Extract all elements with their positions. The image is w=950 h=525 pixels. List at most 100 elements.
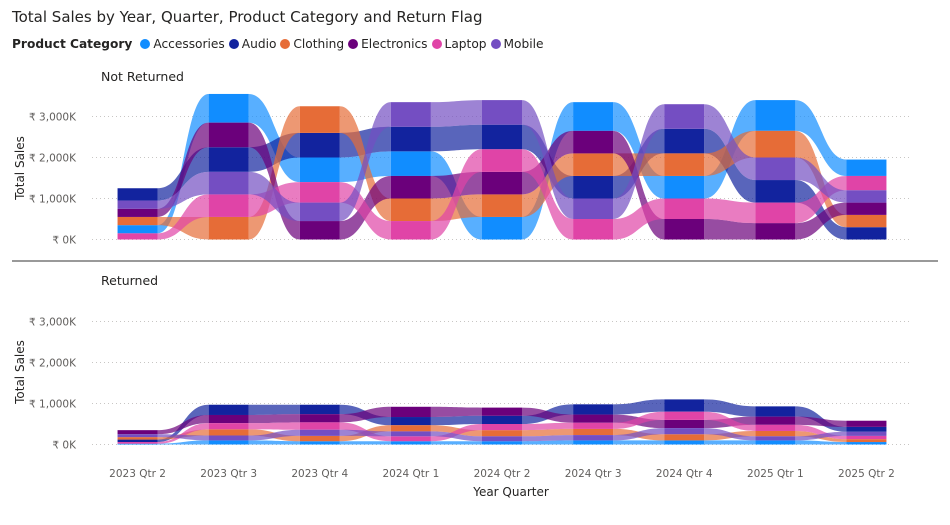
bar-segment-audio[interactable]: [208, 404, 249, 415]
bar-segment-mobile[interactable]: [208, 435, 249, 441]
ribbon-clothing[interactable]: [522, 428, 574, 437]
bar-segment-accessories[interactable]: [664, 440, 705, 445]
bar-segment-accessories[interactable]: [755, 440, 796, 445]
bar-segment-electronics[interactable]: [664, 419, 705, 429]
ribbon-audio[interactable]: [430, 415, 482, 426]
bar-segment-accessories[interactable]: [390, 441, 431, 445]
bar-segment-laptop[interactable]: [755, 202, 796, 224]
bar-segment-electronics[interactable]: [755, 416, 796, 425]
bar-segment-clothing[interactable]: [573, 153, 614, 176]
bar-segment-electronics[interactable]: [573, 130, 614, 154]
bar-segment-mobile[interactable]: [299, 429, 340, 436]
bar-segment-clothing[interactable]: [664, 153, 705, 176]
legend-item-electronics[interactable]: Electronics: [348, 37, 428, 51]
ribbon-mobile[interactable]: [704, 104, 756, 181]
bar-segment-mobile[interactable]: [573, 198, 614, 220]
ribbon-electronics[interactable]: [339, 406, 391, 423]
ribbon-accessories[interactable]: [248, 440, 300, 445]
bar-segment-accessories[interactable]: [846, 159, 887, 176]
ribbon-accessories[interactable]: [339, 441, 391, 445]
bar-segment-audio[interactable]: [482, 415, 522, 424]
ribbon-mobile[interactable]: [795, 431, 847, 441]
bar-segment-electronics[interactable]: [573, 414, 614, 423]
bar-segment-audio[interactable]: [755, 180, 796, 203]
bar-segment-laptop[interactable]: [390, 221, 431, 240]
bar-segment-mobile[interactable]: [390, 102, 431, 127]
bar-segment-electronics[interactable]: [299, 414, 340, 423]
bar-segment-accessories[interactable]: [482, 216, 522, 240]
bar-segment-audio[interactable]: [573, 404, 614, 415]
bar-segment-mobile[interactable]: [573, 435, 614, 441]
bar-segment-electronics[interactable]: [390, 175, 431, 199]
legend-item-audio[interactable]: Audio: [228, 37, 276, 51]
bar-segment-mobile[interactable]: [664, 104, 705, 129]
bar-segment-laptop[interactable]: [846, 435, 887, 440]
bar-segment-accessories[interactable]: [299, 157, 340, 183]
ribbon-laptop[interactable]: [704, 198, 756, 224]
bar-segment-laptop[interactable]: [482, 149, 522, 172]
ribbon-electronics[interactable]: [704, 219, 756, 240]
ribbon-mobile[interactable]: [248, 171, 300, 222]
ribbon-electronics[interactable]: [795, 202, 847, 240]
ribbon-audio[interactable]: [795, 180, 847, 240]
bar-segment-electronics[interactable]: [390, 406, 431, 418]
ribbon-audio[interactable]: [704, 399, 756, 417]
bar-segment-laptop[interactable]: [117, 442, 158, 444]
bar-segment-audio[interactable]: [664, 399, 705, 412]
bar-segment-accessories[interactable]: [299, 441, 340, 445]
bar-segment-electronics[interactable]: [846, 202, 887, 215]
ribbon-audio[interactable]: [248, 404, 300, 415]
ribbon-mobile[interactable]: [522, 435, 574, 442]
bar-segment-laptop[interactable]: [664, 198, 705, 220]
bar-segment-accessories[interactable]: [390, 151, 431, 176]
legend-item-clothing[interactable]: Clothing: [280, 37, 344, 51]
bar-segment-accessories[interactable]: [208, 440, 249, 445]
bar-segment-clothing[interactable]: [299, 106, 340, 133]
ribbon-mobile[interactable]: [339, 102, 391, 222]
ribbon-mobile[interactable]: [157, 434, 209, 441]
bar-segment-laptop[interactable]: [573, 219, 614, 240]
bar-segment-electronics[interactable]: [208, 414, 249, 424]
bar-segment-laptop[interactable]: [208, 194, 249, 217]
bar-segment-mobile[interactable]: [482, 100, 522, 125]
bar-segment-laptop[interactable]: [390, 436, 431, 442]
ribbon-electronics[interactable]: [157, 414, 209, 435]
bar-segment-audio[interactable]: [846, 227, 887, 240]
bar-segment-clothing[interactable]: [208, 429, 249, 436]
ribbon-electronics[interactable]: [522, 407, 574, 423]
bar-segment-mobile[interactable]: [208, 171, 249, 195]
bar-segment-clothing[interactable]: [846, 439, 887, 443]
ribbon-audio[interactable]: [613, 399, 665, 415]
bar-segment-audio[interactable]: [117, 188, 158, 201]
bar-segment-clothing[interactable]: [117, 216, 158, 226]
bar-segment-laptop[interactable]: [846, 175, 887, 191]
ribbon-mobile[interactable]: [704, 428, 756, 441]
bar-segment-laptop[interactable]: [664, 411, 705, 420]
legend-item-mobile[interactable]: Mobile: [490, 37, 544, 51]
ribbon-laptop[interactable]: [248, 422, 300, 430]
bar-segment-mobile[interactable]: [117, 200, 158, 209]
bar-segment-electronics[interactable]: [664, 219, 705, 240]
bar-segment-clothing[interactable]: [482, 194, 522, 217]
bar-segment-electronics[interactable]: [846, 420, 887, 427]
bar-segment-clothing[interactable]: [573, 428, 614, 436]
bar-segment-audio[interactable]: [299, 132, 340, 158]
bar-segment-electronics[interactable]: [755, 223, 796, 240]
ribbon-mobile[interactable]: [795, 157, 847, 203]
bar-segment-clothing[interactable]: [390, 425, 431, 432]
ribbon-laptop[interactable]: [704, 411, 756, 431]
ribbon-mobile[interactable]: [248, 429, 300, 441]
bar-segment-accessories[interactable]: [573, 102, 614, 131]
bar-segment-mobile[interactable]: [390, 431, 431, 437]
ribbon-laptop[interactable]: [430, 424, 482, 442]
ribbon-electronics[interactable]: [248, 414, 300, 424]
bar-segment-laptop[interactable]: [755, 424, 796, 431]
bar-segment-accessories[interactable]: [664, 175, 705, 199]
bar-segment-accessories[interactable]: [846, 442, 887, 445]
bar-segment-audio[interactable]: [664, 128, 705, 154]
bar-segment-laptop[interactable]: [117, 233, 158, 240]
bar-segment-laptop[interactable]: [482, 424, 522, 431]
ribbon-laptop[interactable]: [157, 194, 209, 240]
bar-segment-mobile[interactable]: [299, 202, 340, 222]
bar-segment-laptop[interactable]: [208, 423, 249, 430]
